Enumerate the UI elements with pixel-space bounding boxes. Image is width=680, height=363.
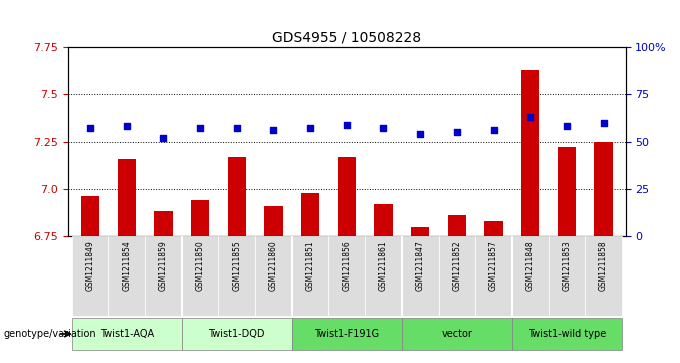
Text: GSM1211859: GSM1211859 [159,240,168,291]
FancyBboxPatch shape [512,318,622,350]
Text: GSM1211850: GSM1211850 [196,240,205,291]
FancyBboxPatch shape [255,236,292,316]
Point [158,135,169,141]
FancyBboxPatch shape [182,318,292,350]
FancyBboxPatch shape [328,236,365,316]
Point [341,122,352,127]
FancyBboxPatch shape [145,236,182,316]
FancyBboxPatch shape [402,318,512,350]
FancyBboxPatch shape [402,236,439,316]
FancyBboxPatch shape [439,236,475,316]
Bar [228,157,246,236]
FancyBboxPatch shape [71,236,108,316]
Text: GSM1211857: GSM1211857 [489,240,498,291]
Point [231,126,242,131]
Bar [191,200,209,236]
Bar [447,215,466,236]
FancyBboxPatch shape [182,236,218,316]
Text: GSM1211856: GSM1211856 [342,240,352,291]
Point [84,126,95,131]
Bar [265,206,283,236]
Title: GDS4955 / 10508228: GDS4955 / 10508228 [272,30,422,45]
Bar [118,159,136,236]
Bar [558,147,576,236]
Point [562,123,573,129]
Point [268,127,279,133]
FancyBboxPatch shape [71,318,182,350]
Bar [301,192,320,236]
Text: Twist1-DQD: Twist1-DQD [209,329,265,339]
Bar [338,157,356,236]
Bar [154,211,173,236]
Text: GSM1211858: GSM1211858 [599,240,608,290]
Text: Twist1-wild type: Twist1-wild type [528,329,606,339]
Point [452,129,462,135]
FancyBboxPatch shape [292,236,328,316]
Text: GSM1211854: GSM1211854 [122,240,131,291]
Text: GSM1211848: GSM1211848 [526,240,534,290]
Point [415,131,426,137]
Text: Twist1-AQA: Twist1-AQA [100,329,154,339]
Text: GSM1211860: GSM1211860 [269,240,278,291]
Bar [594,142,613,236]
Bar [521,70,539,236]
FancyBboxPatch shape [292,318,402,350]
Point [378,126,389,131]
Text: GSM1211853: GSM1211853 [562,240,571,291]
Text: vector: vector [441,329,473,339]
Bar [411,227,429,236]
Text: GSM1211849: GSM1211849 [86,240,95,291]
Point [525,114,536,120]
Point [488,127,499,133]
Text: GSM1211847: GSM1211847 [415,240,425,291]
Text: GSM1211861: GSM1211861 [379,240,388,290]
Text: Twist1-F191G: Twist1-F191G [314,329,379,339]
Text: GSM1211852: GSM1211852 [452,240,461,290]
Point [598,120,609,126]
FancyBboxPatch shape [218,236,255,316]
FancyBboxPatch shape [549,236,585,316]
Point [305,126,316,131]
Text: GSM1211851: GSM1211851 [305,240,315,290]
Point [194,126,205,131]
FancyBboxPatch shape [512,236,549,316]
FancyBboxPatch shape [585,236,622,316]
FancyBboxPatch shape [365,236,402,316]
Text: GSM1211855: GSM1211855 [233,240,241,291]
Bar [484,221,503,236]
Text: genotype/variation: genotype/variation [3,329,96,339]
FancyBboxPatch shape [108,236,145,316]
Bar [81,196,99,236]
Point [121,123,132,129]
FancyBboxPatch shape [475,236,512,316]
Bar [374,204,392,236]
